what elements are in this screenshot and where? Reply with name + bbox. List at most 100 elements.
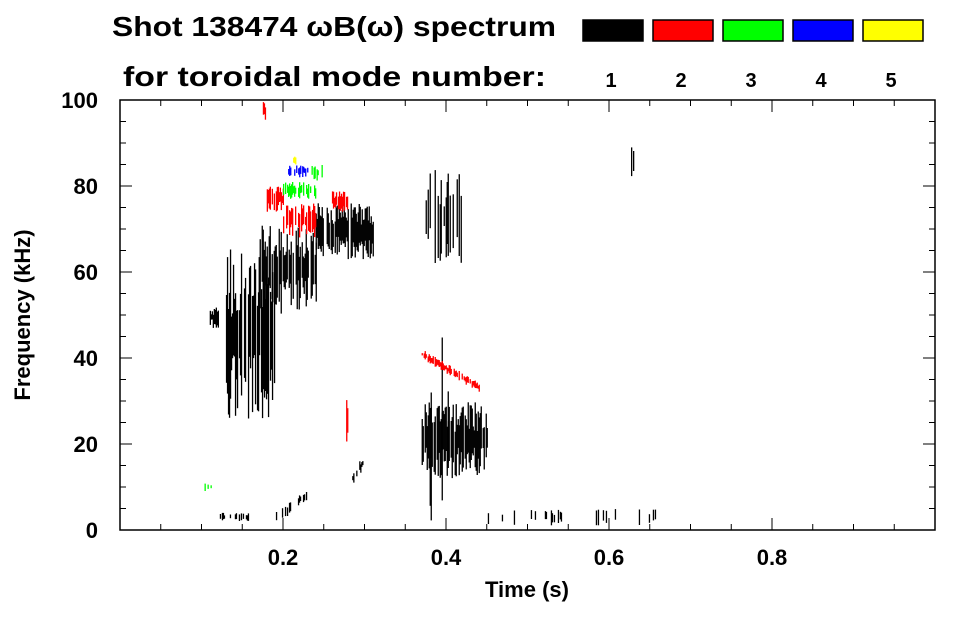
spectral-mark-mode-1 [434,416,436,475]
spectral-mark-mode-1 [422,426,424,462]
spectral-mark-mode-1 [243,288,246,378]
spectral-mark-mode-2 [467,376,469,383]
spectral-mark-mode-1 [328,222,330,249]
spectral-mark-mode-3 [291,184,293,198]
spectral-mark-mode-3 [301,184,303,193]
spectral-mark-mode-1 [210,314,212,320]
spectral-mark-mode-1 [476,431,478,475]
spectral-mark-mode-1 [363,219,365,247]
spectral-mark-mode-2 [446,367,448,374]
legend-swatch-mode-3 [722,19,784,42]
spectral-mark-mode-1 [483,427,485,470]
spectral-mark-mode-3 [289,183,291,196]
spectral-mark-mode-1 [305,492,308,501]
spectral-mark-mode-2 [444,365,446,370]
mode-1-feature [315,203,374,260]
spectral-mark-mode-1 [226,257,229,394]
spectral-mark-mode-3 [295,187,297,194]
spectral-mark-mode-1 [354,207,356,258]
spectral-mark-mode-1 [326,207,328,245]
spectral-mark-mode-1 [513,510,516,525]
spectral-mark-mode-1 [452,194,454,249]
spectral-mark-mode-1 [428,402,430,469]
spectral-mark-mode-1 [544,511,547,520]
spectral-mark-mode-1 [429,408,431,506]
spectral-mark-mode-1 [466,425,468,455]
spectral-mark-mode-1 [367,220,369,257]
spectral-mark-mode-2 [332,191,335,209]
spectral-mark-mode-1 [285,251,287,283]
spectral-mark-mode-1 [298,256,300,310]
chart-title: Shot 138474 ωB(ω) spectrum [112,11,556,42]
spectral-mark-mode-1 [359,461,361,470]
spectral-mark-mode-2 [305,216,307,226]
spectral-mark-mode-1 [316,218,318,238]
spectral-mark-mode-1 [290,241,292,306]
spectral-mark-mode-1 [477,411,479,459]
spectral-mark-mode-1 [356,470,358,477]
spectral-mark-mode-2 [465,377,467,385]
spectral-mark-mode-2 [291,207,293,225]
spectral-mark-mode-1 [263,249,265,305]
spectral-mark-mode-1 [460,412,462,453]
spectral-mark-mode-1 [431,422,433,467]
spectral-mark-mode-3 [306,185,308,195]
spectral-mark-mode-1 [271,254,273,300]
spectral-mark-mode-1 [365,208,367,251]
spectral-mark-mode-1 [350,203,352,259]
spectral-mark-mode-1 [215,307,217,328]
spectral-mark-mode-2 [440,362,442,370]
spectral-mark-mode-3 [308,184,310,199]
spectral-mark-mode-1 [310,235,312,299]
spectral-mark-mode-1 [296,245,298,310]
spectral-mark-mode-1 [458,425,460,476]
spectral-mark-mode-1 [213,309,215,324]
spectral-mark-mode-1 [334,221,336,253]
spectral-mark-mode-2 [453,368,455,376]
spectral-mark-mode-1 [366,206,368,254]
spectral-mark-mode-1 [297,498,300,506]
legend-label-mode-5: 5 [885,70,896,92]
spectral-mark-mode-2 [280,192,282,211]
mode-2-feature [421,351,480,392]
spectral-mark-mode-1 [302,494,305,503]
spectral-mark-mode-1 [231,313,234,359]
spectral-mark-mode-2 [455,370,457,377]
spectral-mark-mode-1 [229,249,232,399]
spectral-mark-mode-1 [259,239,261,309]
legend-label-mode-4: 4 [815,70,827,92]
spectral-mark-mode-1 [263,290,266,398]
spectral-mark-mode-1 [244,277,247,382]
spectral-mark-mode-1 [355,213,357,247]
spectral-mark-mode-1 [438,405,440,453]
spectral-mark-mode-1 [595,510,598,526]
spectral-mark-mode-1 [361,462,363,467]
spectral-mark-mode-1 [450,421,452,458]
spectral-mark-mode-2 [303,205,305,224]
spectral-mark-mode-1 [347,209,349,260]
spectral-mark-mode-1 [352,476,354,481]
spectral-mark-mode-2 [335,192,338,205]
spectral-mark-mode-1 [433,422,435,472]
spectral-mark-mode-1 [372,221,374,257]
spectral-mark-mode-4 [302,166,304,177]
spectral-mark-mode-4 [296,165,298,173]
spectral-mark-mode-1 [501,514,504,522]
spectral-mark-mode-2 [464,377,466,382]
mode-1-feature [487,509,657,526]
chart-subtitle: for toroidal mode number: [123,61,546,92]
spectral-mark-mode-2 [472,381,474,386]
spectral-mark-mode-2 [266,189,268,212]
spectral-mark-mode-1 [307,250,309,278]
spectral-mark-mode-2 [287,205,289,225]
spectral-mark-mode-1 [457,419,459,448]
spectral-mark-mode-3 [298,187,300,197]
spectral-mark-mode-2 [289,210,291,235]
spectral-mark-mode-1 [209,310,211,325]
mode-1-feature [275,492,308,521]
spectral-mark-mode-3 [313,167,315,180]
spectral-mark-mode-1 [436,408,438,460]
spectral-mark-mode-1 [445,197,447,258]
spectral-mark-mode-1 [597,509,600,526]
